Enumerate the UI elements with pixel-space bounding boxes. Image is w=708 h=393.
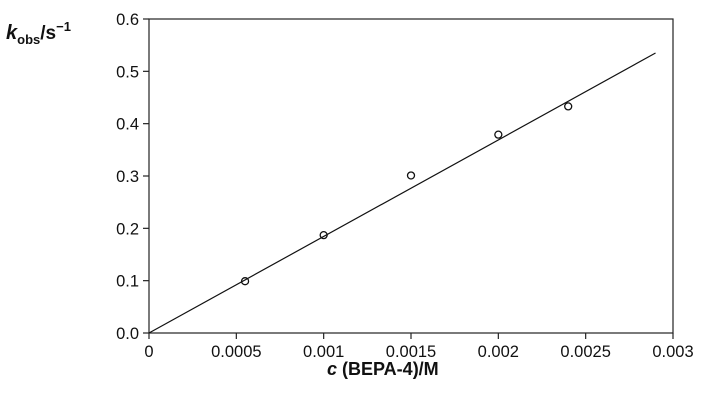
y-axis-ticks: 0.0 0.1 0.2 0.3 0.4 0.5 0.6 [116,11,149,343]
y-tick-label: 0.5 [116,63,139,81]
data-points [240,102,573,286]
x-tick-label: 0.001 [303,343,344,361]
x-tick-label: 0.0025 [560,343,610,361]
y-axis-title: kobs/s−1 [6,19,71,47]
x-tick-label: 0.0005 [211,343,261,361]
data-point [564,102,573,111]
plot-area [148,18,674,334]
data-point [240,277,250,286]
x-axis-ticks: 0 0.0005 0.001 0.0015 0.002 0.0025 0.003 [144,333,694,361]
y-tick-label: 0.2 [116,220,139,238]
x-tick-label: 0.002 [478,343,519,361]
data-point [494,130,503,139]
data-point [319,230,328,240]
y-tick-label: 0.4 [116,116,139,134]
fit-line [148,52,656,334]
x-axis-title: c (BEPA-4)/M [327,359,439,379]
x-tick-label: 0 [144,343,153,361]
x-tick-label: 0.003 [652,343,693,361]
y-tick-label: 0.0 [116,325,139,343]
y-tick-label: 0.6 [116,11,139,29]
y-tick-label: 0.1 [116,273,139,291]
data-point [406,171,416,180]
x-tick-label: 0.0015 [386,343,436,361]
y-tick-label: 0.3 [116,168,139,186]
